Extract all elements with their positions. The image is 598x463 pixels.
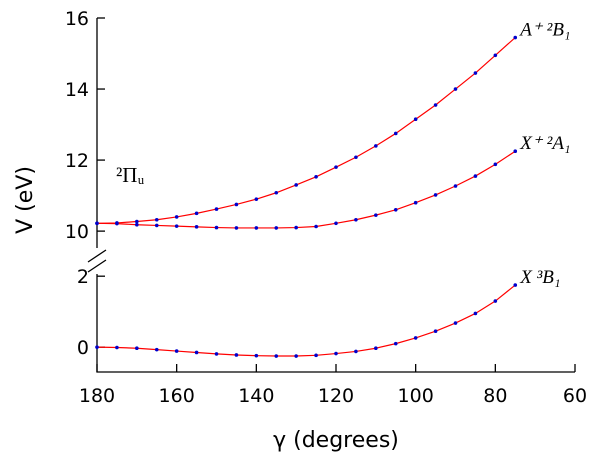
- point: [374, 213, 378, 217]
- point: [354, 349, 358, 354]
- point: [135, 222, 139, 227]
- point: [513, 149, 518, 153]
- point: [254, 197, 259, 201]
- series-label: A⁺ ²B₁: [518, 20, 570, 41]
- point: [194, 350, 199, 355]
- point: [393, 131, 398, 136]
- y-tick-label: 10: [65, 221, 89, 243]
- point: [354, 217, 358, 222]
- point: [433, 103, 438, 107]
- point: [433, 329, 438, 333]
- x-tick-label: 100: [398, 385, 434, 407]
- point: [214, 352, 219, 356]
- series-label: X ³B₁: [519, 267, 560, 288]
- point: [493, 299, 498, 303]
- point: [234, 353, 239, 357]
- point: [115, 221, 119, 226]
- curve: [96, 37, 516, 224]
- point: [95, 345, 99, 349]
- point: [95, 221, 99, 226]
- point: [513, 283, 518, 287]
- point: [433, 193, 438, 197]
- point: [473, 71, 478, 75]
- curve: [96, 284, 516, 357]
- point: [154, 217, 159, 222]
- y-tick-label: 2: [77, 266, 89, 288]
- series-label: X⁺ ²A₁: [519, 133, 570, 154]
- point: [154, 347, 159, 352]
- x-tick-label: 140: [238, 385, 274, 407]
- y-tick-label: 12: [65, 150, 89, 172]
- point: [294, 225, 298, 230]
- point: [154, 223, 159, 228]
- x-tick-label: 120: [318, 385, 354, 407]
- point: [234, 202, 239, 207]
- point: [294, 354, 298, 358]
- point: [334, 221, 338, 226]
- point: [254, 226, 259, 230]
- point: [493, 162, 498, 167]
- y-tick-label: 0: [77, 337, 89, 359]
- point: [294, 183, 298, 187]
- point: [413, 336, 418, 340]
- point: [354, 155, 358, 160]
- y-tick-label: 14: [65, 79, 89, 101]
- point: [115, 345, 119, 350]
- axes: [87, 18, 575, 373]
- point: [473, 174, 478, 178]
- point: [453, 87, 458, 91]
- point: [374, 144, 378, 148]
- point: [274, 190, 279, 195]
- x-tick-label: 80: [483, 385, 507, 407]
- y-axis-label: V (eV): [13, 166, 38, 234]
- point: [194, 225, 199, 229]
- point: [453, 321, 458, 325]
- annotation: ²Πᵤ: [116, 163, 144, 187]
- curve: [96, 150, 516, 229]
- point: [413, 200, 418, 205]
- point: [174, 224, 179, 228]
- point: [174, 349, 179, 353]
- point: [214, 207, 219, 211]
- point: [334, 165, 338, 169]
- point: [174, 215, 179, 219]
- point: [135, 346, 139, 351]
- point: [413, 117, 418, 122]
- point: [393, 208, 398, 212]
- x-tick-label: 180: [79, 385, 115, 407]
- point: [493, 53, 498, 58]
- point: [234, 226, 239, 230]
- point: [513, 35, 518, 40]
- point: [374, 346, 378, 351]
- x-tick-label: 160: [159, 385, 195, 407]
- x-tick-label: 60: [563, 385, 587, 407]
- point: [473, 311, 478, 316]
- point: [135, 219, 139, 224]
- y-tick-label: 16: [65, 8, 89, 30]
- point: [393, 341, 398, 346]
- point: [274, 226, 279, 230]
- point: [214, 225, 219, 230]
- point: [194, 211, 199, 216]
- point: [254, 353, 259, 358]
- point: [314, 224, 318, 229]
- point: [314, 174, 318, 179]
- point: [334, 351, 338, 356]
- point: [314, 353, 318, 358]
- point: [453, 184, 458, 188]
- x-axis-label: γ (degrees): [273, 428, 399, 453]
- point: [274, 354, 279, 358]
